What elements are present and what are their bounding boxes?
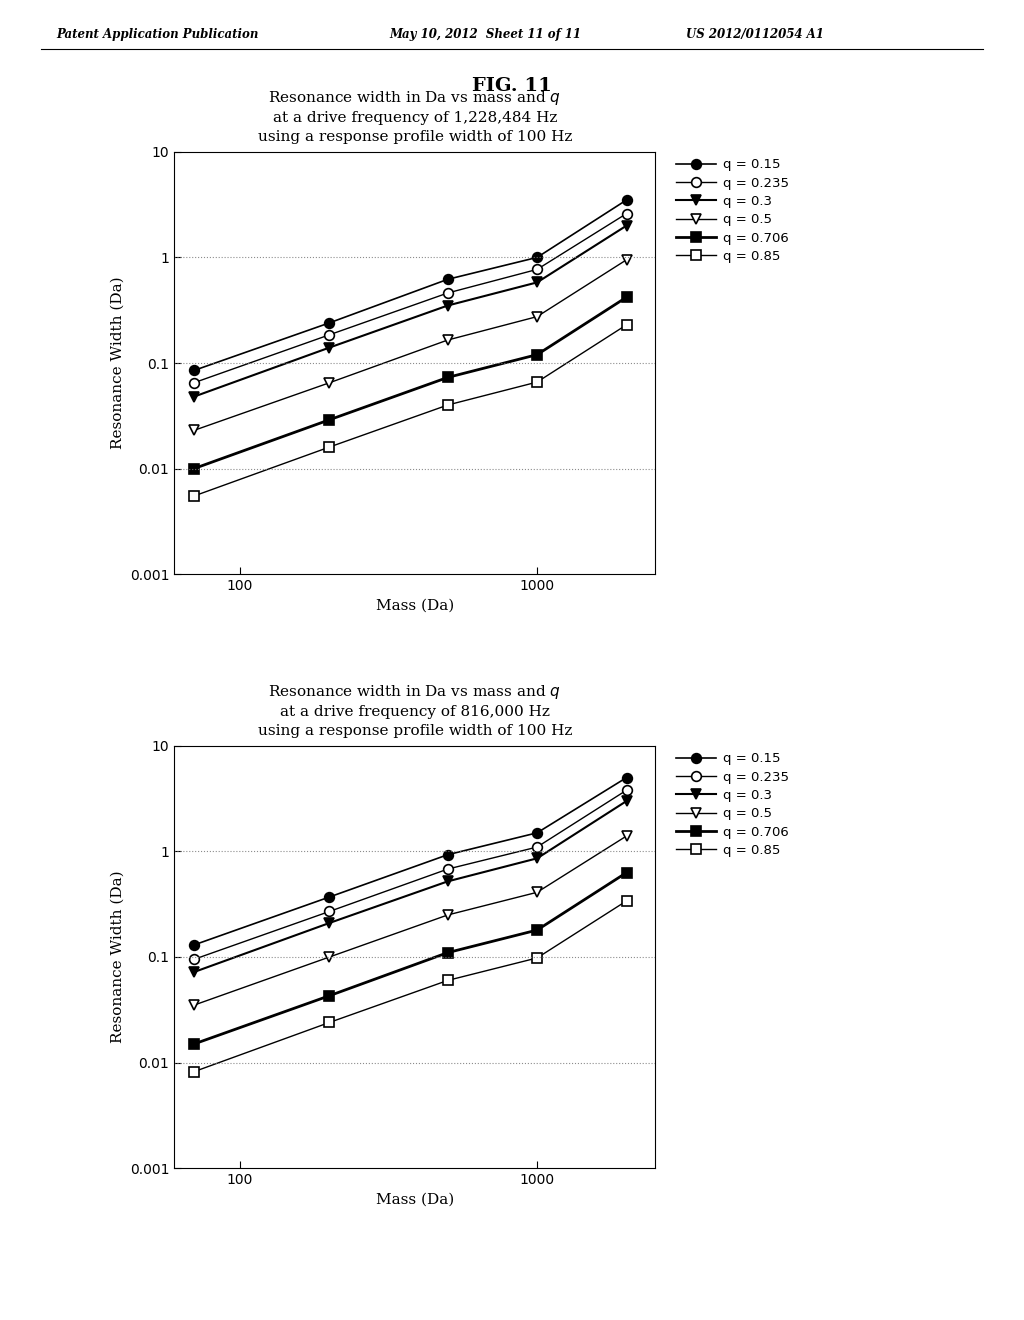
X-axis label: Mass (Da): Mass (Da)	[376, 1192, 454, 1206]
Text: May 10, 2012  Sheet 11 of 11: May 10, 2012 Sheet 11 of 11	[389, 28, 582, 41]
Text: US 2012/0112054 A1: US 2012/0112054 A1	[686, 28, 824, 41]
Y-axis label: Resonance Width (Da): Resonance Width (Da)	[111, 277, 124, 449]
Legend: q = 0.15, q = 0.235, q = 0.3, q = 0.5, q = 0.706, q = 0.85: q = 0.15, q = 0.235, q = 0.3, q = 0.5, q…	[677, 158, 788, 263]
Y-axis label: Resonance Width (Da): Resonance Width (Da)	[111, 871, 124, 1043]
Title: Resonance width in Da vs mass and $q$
at a drive frequency of 1,228,484 Hz
using: Resonance width in Da vs mass and $q$ at…	[257, 88, 572, 144]
X-axis label: Mass (Da): Mass (Da)	[376, 598, 454, 612]
Text: FIG. 11: FIG. 11	[472, 77, 552, 95]
Text: Patent Application Publication: Patent Application Publication	[56, 28, 259, 41]
Title: Resonance width in Da vs mass and $q$
at a drive frequency of 816,000 Hz
using a: Resonance width in Da vs mass and $q$ at…	[257, 682, 572, 738]
Legend: q = 0.15, q = 0.235, q = 0.3, q = 0.5, q = 0.706, q = 0.85: q = 0.15, q = 0.235, q = 0.3, q = 0.5, q…	[677, 752, 788, 857]
